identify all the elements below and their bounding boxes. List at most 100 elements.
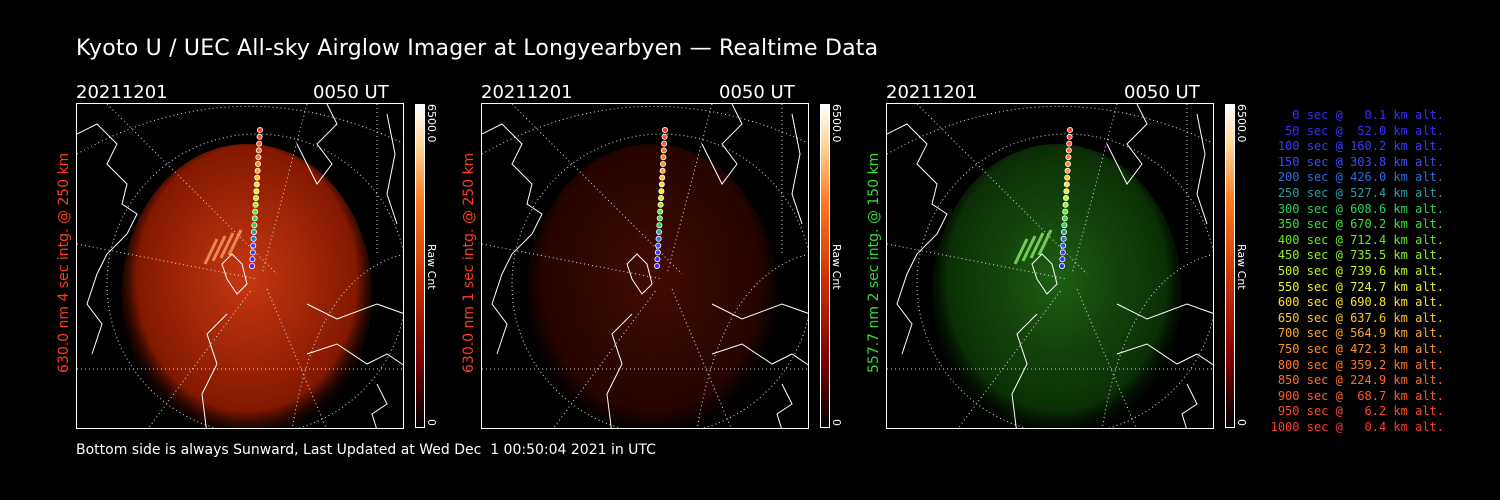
- legend-entry: 300 sec @ 608.6 km alt.: [1277, 201, 1444, 216]
- legend-entry: 700 sec @ 564.9 km alt.: [1277, 326, 1444, 341]
- panel-2-date: 20211201: [481, 82, 573, 103]
- trajectory-point: [655, 235, 662, 242]
- legend-entry: 250 sec @ 527.4 km alt.: [1277, 185, 1444, 200]
- trajectory-point: [253, 188, 260, 195]
- panel-1-cbar-min: 0: [425, 419, 438, 426]
- trajectory-point: [1062, 201, 1069, 208]
- trajectory-point: [1066, 126, 1073, 133]
- legend-entry: 400 sec @ 712.4 km alt.: [1277, 232, 1444, 247]
- trajectory-point: [655, 242, 662, 249]
- trajectory-point: [252, 195, 259, 202]
- trajectory-point: [1059, 256, 1066, 263]
- legend-entry: 650 sec @ 637.6 km alt.: [1277, 310, 1444, 325]
- coastline: [1106, 104, 1148, 185]
- trajectory-point: [252, 208, 259, 215]
- trajectory-point: [1063, 181, 1070, 188]
- panel-1-time: 0050 UT: [313, 82, 389, 103]
- legend-entry: 50 sec @ 52.0 km alt.: [1285, 123, 1444, 138]
- legend-entry: 350 sec @ 670.2 km alt.: [1277, 217, 1444, 232]
- trajectory-point: [1065, 147, 1072, 154]
- airglow-image: [932, 144, 1182, 428]
- coastline: [306, 303, 403, 366]
- panel-1-wavelength-label: 630.0 nm 4 sec intg. @ 250 km: [56, 152, 72, 373]
- aurora-streak: [211, 235, 227, 262]
- aurora-streak: [219, 232, 235, 259]
- legend-entry: 0 sec @ 0.1 km alt.: [1292, 108, 1444, 122]
- trajectory-point: [249, 249, 256, 256]
- trajectory-point: [656, 215, 663, 222]
- legend-entry: 850 sec @ 224.9 km alt.: [1277, 373, 1444, 388]
- trajectory-point: [660, 154, 667, 161]
- legend-entry: 600 sec @ 690.8 km alt.: [1277, 295, 1444, 310]
- trajectory-point: [251, 215, 258, 222]
- trajectory-point: [661, 126, 668, 133]
- legend-entry: 800 sec @ 359.2 km alt.: [1277, 357, 1444, 372]
- panel-2-image: [481, 103, 809, 429]
- trajectory-point: [251, 222, 258, 229]
- grid-line: [77, 243, 258, 280]
- panel-3-cbar-max: 6500.0: [1235, 104, 1248, 143]
- coastline: [776, 383, 793, 428]
- grid-line: [106, 104, 278, 275]
- legend-entry: 750 sec @ 472.3 km alt.: [1277, 341, 1444, 356]
- trajectory-point: [1065, 154, 1072, 161]
- panel-2-wavelength-label: 630.0 nm 1 sec intg. @ 250 km: [461, 152, 477, 373]
- grid-line: [671, 288, 732, 428]
- trajectory-point: [661, 140, 668, 147]
- trajectory-point: [660, 147, 667, 154]
- coastline: [701, 104, 743, 185]
- coastline: [1011, 313, 1038, 428]
- trajectory-point: [653, 262, 660, 269]
- grid-line: [1076, 288, 1137, 428]
- panel-2-cbar-min: 0: [830, 419, 843, 426]
- coastline: [626, 253, 653, 295]
- trajectory-point: [250, 235, 257, 242]
- trajectory-point: [248, 262, 255, 269]
- page-title: Kyoto U / UEC All-sky Airglow Imager at …: [76, 36, 879, 61]
- trajectory-point: [254, 174, 261, 181]
- footer-note: Bottom side is always Sunward, Last Upda…: [76, 442, 656, 458]
- airglow-image: [122, 144, 372, 428]
- panel-1-date: 20211201: [76, 82, 168, 103]
- trajectory-point: [1061, 222, 1068, 229]
- coastline: [1116, 303, 1213, 366]
- panel-3-date: 20211201: [886, 82, 978, 103]
- panel-2-cbar-max: 6500.0: [830, 104, 843, 143]
- trajectory-point: [654, 256, 661, 263]
- coastline: [482, 123, 543, 355]
- panel-1-map: [77, 104, 403, 428]
- aurora-streak: [1021, 235, 1037, 262]
- trajectory-point: [656, 222, 663, 229]
- trajectory-point: [1064, 161, 1071, 168]
- coastline: [386, 113, 398, 225]
- panel-3-image: [886, 103, 1214, 429]
- trajectory-point: [1064, 167, 1071, 174]
- legend-entry: 900 sec @ 68.7 km alt.: [1277, 388, 1444, 403]
- trajectory-point: [659, 167, 666, 174]
- trajectory-point: [654, 249, 661, 256]
- grid-line: [266, 288, 327, 428]
- coastline: [711, 303, 808, 366]
- coastline: [221, 253, 248, 295]
- airglow-image: [527, 144, 777, 428]
- trajectory-point: [256, 133, 263, 140]
- trajectory-legend: 0 sec @ 0.1 km alt. 50 sec @ 52.0 km alt.…: [1262, 108, 1444, 435]
- grid-line: [887, 243, 1068, 280]
- trajectory-point: [1058, 262, 1065, 269]
- panel-1-image: [76, 103, 404, 429]
- trajectory-point: [256, 126, 263, 133]
- coastline: [77, 123, 138, 355]
- trajectory-point: [658, 188, 665, 195]
- trajectory-point: [1061, 215, 1068, 222]
- trajectory-point: [255, 147, 262, 154]
- legend-entry: 500 sec @ 739.6 km alt.: [1277, 263, 1444, 278]
- grid-line: [482, 243, 663, 280]
- trajectory-point: [256, 140, 263, 147]
- panel-2-time: 0050 UT: [719, 82, 795, 103]
- panel-2-colorbar: [820, 104, 830, 428]
- trajectory-point: [1060, 242, 1067, 249]
- trajectory-point: [657, 201, 664, 208]
- grid-line: [916, 104, 1088, 275]
- coastline: [887, 123, 948, 355]
- trajectory-point: [254, 161, 261, 168]
